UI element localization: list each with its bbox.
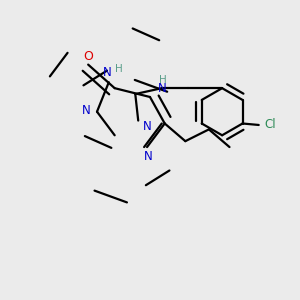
Text: N: N bbox=[144, 150, 153, 163]
Text: N: N bbox=[158, 82, 166, 95]
Text: H: H bbox=[115, 64, 123, 74]
Text: N: N bbox=[143, 120, 152, 133]
Text: Cl: Cl bbox=[265, 118, 276, 131]
Text: N: N bbox=[103, 66, 112, 80]
Text: N: N bbox=[82, 104, 91, 117]
Text: H: H bbox=[159, 75, 167, 85]
Text: O: O bbox=[83, 50, 93, 63]
